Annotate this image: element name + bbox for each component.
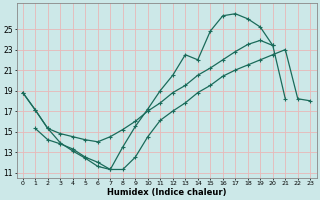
X-axis label: Humidex (Indice chaleur): Humidex (Indice chaleur) bbox=[107, 188, 226, 197]
